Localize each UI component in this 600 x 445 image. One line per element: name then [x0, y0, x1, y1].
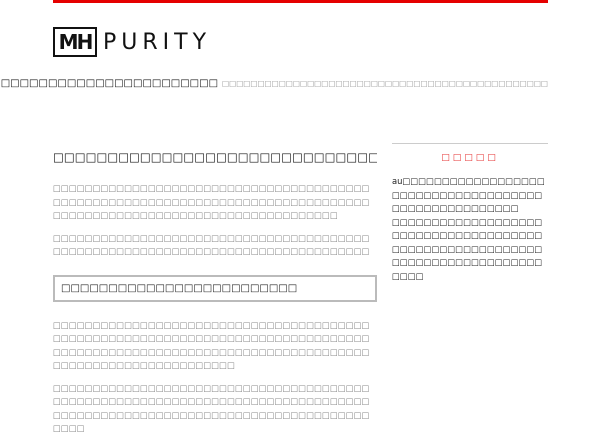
sidebar-text: □□□□□□□□□□□□□□□□□□□□□□□□□□□□□□□□□□□□□□□□… [392, 216, 543, 281]
sidebar: □□□□□ au□□□□□□□□□□□□□□□□□□□□□□□□□□□□□□□□… [392, 143, 548, 283]
logo-text: PURITY [103, 29, 212, 55]
logo-mark: MH [53, 27, 97, 57]
paragraph: □□□□□□□□□□□□□□□□□□□□□□□□□□□□□□□□□□□□□□□□… [53, 232, 370, 257]
paragraph: □□□□□□□□□□□□□□□□□□□□□□□□□□□□□□□□□□□□□□□□… [53, 183, 370, 220]
paragraph: □□□□□□□□□□□□□□□□□□□□□□□□□□□□□□□□□□□□□□□□… [53, 382, 370, 434]
sidebar-text: au□□□□□□□□□□□□□□□□□□□□□□□□□□□□□□□□□□□□□□… [392, 176, 545, 213]
page-title: □□□□□□□□□□□□□□□□□□□□□□□□□□□□□□□□… [53, 150, 377, 164]
site-subdescription: □□□□□□□□□□□□□□□□□□□□□□□□□□□□□□□□□□□□□□□□… [222, 79, 548, 88]
site-description: □□□□□□□□□□□□□□□□□□□□□□□□ [0, 78, 219, 89]
paragraph: □□□□□□□□□□□□□□□□□□□□□□□□□□□□□□□□□□□□□□□□… [53, 319, 370, 371]
site-logo[interactable]: MH PURITY [53, 27, 211, 57]
top-accent-bar [53, 0, 548, 3]
main-content: □□□□□□□□□□□□□□□□□□□□□□□□□□□□□□□□… □□□□□□… [53, 150, 377, 445]
sidebar-title: □□□□□ [441, 153, 499, 163]
section-heading: □□□□□□□□□□□□□□□□□□□□□□□□□ [53, 274, 377, 302]
site-tagline: □□□□□□□□□□□□□□□□□□□□□□□□ □□□□□□□□□□□□□□□… [0, 78, 548, 89]
